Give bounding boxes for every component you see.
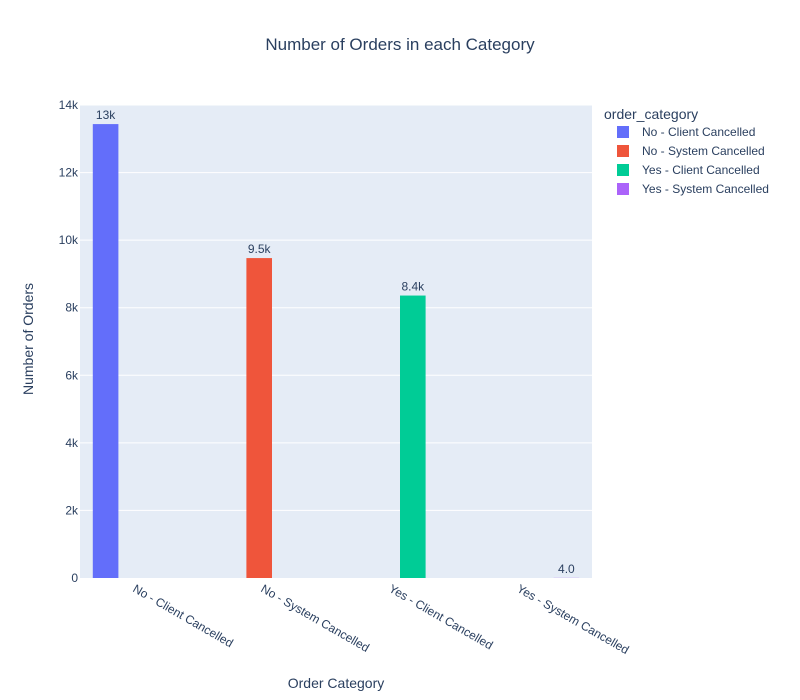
plot-area (80, 105, 592, 578)
bar[interactable] (400, 295, 426, 578)
legend-swatch (617, 126, 629, 138)
y-tick-label: 6k (65, 368, 79, 382)
legend[interactable]: order_category No - Client Cancelled No -… (604, 106, 769, 196)
y-tick-label: 14k (59, 98, 79, 112)
y-tick-label: 2k (65, 503, 79, 517)
legend-item[interactable]: Yes - System Cancelled (617, 182, 769, 196)
bar-value-label: 4.0 (558, 562, 575, 576)
legend-swatch (617, 164, 629, 176)
legend-label: Yes - Client Cancelled (642, 163, 760, 177)
y-tick-label: 12k (59, 166, 79, 180)
legend-title: order_category (604, 106, 698, 122)
y-tick-label: 0 (71, 571, 78, 585)
y-tick-label: 4k (65, 436, 79, 450)
legend-swatch (617, 183, 629, 195)
bar-value-label: 9.5k (248, 242, 272, 256)
bars (92, 124, 580, 578)
bar-value-label: 13k (96, 108, 116, 122)
chart-title: Number of Orders in each Category (265, 35, 535, 54)
x-axis-label: Order Category (288, 675, 384, 691)
legend-label: No - Client Cancelled (642, 125, 755, 139)
bar[interactable] (92, 124, 119, 578)
bar-value-labels: 13k 9.5k 8.4k 4.0 (96, 108, 575, 576)
legend-item[interactable]: No - System Cancelled (617, 144, 765, 158)
legend-item[interactable]: No - Client Cancelled (617, 125, 755, 139)
y-axis-label: Number of Orders (20, 283, 36, 395)
bar[interactable] (246, 258, 272, 578)
y-axis-ticks: 0 2k 4k 6k 8k 10k 12k 14k (59, 98, 79, 585)
bar-value-label: 8.4k (401, 280, 425, 294)
legend-item[interactable]: Yes - Client Cancelled (617, 163, 760, 177)
legend-label: No - System Cancelled (642, 144, 765, 158)
y-tick-label: 8k (65, 301, 79, 315)
y-tick-label: 10k (59, 233, 79, 247)
legend-label: Yes - System Cancelled (642, 182, 769, 196)
gridlines (80, 104, 592, 511)
legend-swatch (617, 145, 629, 157)
